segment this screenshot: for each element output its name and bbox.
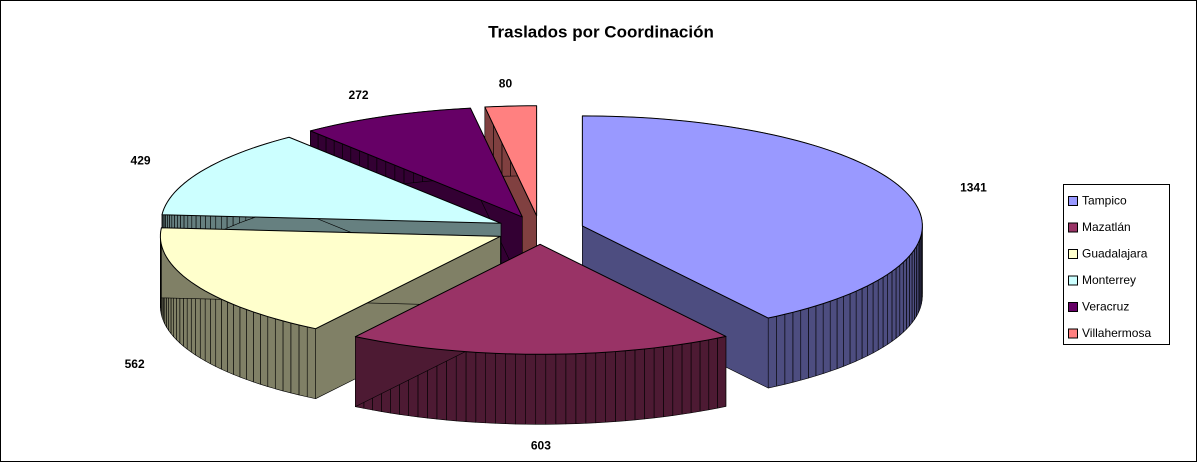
slice-side <box>606 352 616 423</box>
slice-side <box>808 306 815 378</box>
slice-side <box>844 294 850 367</box>
data-label: 562 <box>125 357 145 371</box>
legend-label: Monterrey <box>1082 273 1136 287</box>
slice-side <box>912 250 914 323</box>
slice-side <box>883 274 888 347</box>
data-label: 272 <box>349 88 369 102</box>
slice-side <box>909 253 912 326</box>
chart-title: Traslados por Coordinación <box>488 22 714 41</box>
slice-side <box>496 353 506 423</box>
data-label: 603 <box>531 438 551 452</box>
slice-side <box>291 323 299 395</box>
slice-side <box>823 301 830 373</box>
slice-side <box>476 352 486 423</box>
slice-side <box>625 350 635 421</box>
slice-side <box>221 299 227 372</box>
slice-side <box>682 343 691 414</box>
slice-side <box>645 348 655 419</box>
slice-side <box>873 280 878 353</box>
slice-side <box>596 352 606 423</box>
data-label: 1341 <box>960 180 987 194</box>
slice-side <box>275 319 283 391</box>
slice-side <box>227 302 233 375</box>
slice-side <box>717 336 725 408</box>
slice-side <box>307 327 315 399</box>
slice-side <box>299 325 307 397</box>
slice-side <box>654 347 663 418</box>
legend-swatch <box>1069 223 1078 232</box>
slice-side <box>240 307 247 379</box>
data-label: 80 <box>499 76 513 90</box>
slice-side <box>862 286 868 359</box>
slice-side <box>868 283 873 356</box>
slice-side <box>903 259 906 332</box>
slice-side <box>586 353 596 423</box>
slice-side <box>768 316 776 388</box>
legend-label: Veracruz <box>1082 300 1129 314</box>
slice-side <box>830 299 837 371</box>
slice-side <box>466 352 476 423</box>
slice-side <box>260 314 267 386</box>
legend-swatch <box>1069 197 1078 206</box>
slice-side <box>233 304 239 377</box>
slice-side <box>785 312 793 384</box>
legend-label: Villahermosa <box>1082 326 1151 340</box>
slice-side <box>247 310 254 382</box>
slice-side <box>536 354 546 424</box>
slice-side <box>516 354 526 424</box>
slice-side <box>253 312 260 384</box>
slice-side <box>673 344 682 415</box>
slice-side <box>709 338 718 410</box>
slice-side <box>210 294 215 367</box>
slice-side <box>526 354 536 424</box>
slice-side <box>878 277 883 350</box>
slice-side <box>566 354 576 424</box>
legend-swatch <box>1069 329 1078 338</box>
slice-side <box>576 353 586 423</box>
slice-side <box>506 354 516 424</box>
legend-swatch <box>1069 250 1078 259</box>
slice-side <box>635 349 645 420</box>
slice-side <box>205 291 210 364</box>
legend-swatch <box>1069 276 1078 285</box>
slice-side <box>615 351 625 422</box>
slice-side <box>283 321 291 393</box>
slice-side <box>801 308 809 380</box>
slice-side <box>900 262 903 335</box>
legend-label: Tampico <box>1082 194 1127 208</box>
slice-side <box>837 296 844 368</box>
slice-side <box>777 314 785 386</box>
slice-side <box>663 346 672 417</box>
slice-side <box>691 341 700 412</box>
slice-side <box>456 351 466 422</box>
slice-side <box>856 288 862 361</box>
slice-side <box>892 268 896 341</box>
slice-side <box>486 353 496 423</box>
legend <box>1064 185 1170 345</box>
legend-label: Guadalajara <box>1082 247 1148 261</box>
legend-swatch <box>1069 303 1078 312</box>
slice-side <box>556 354 566 424</box>
slice-side <box>888 271 892 344</box>
legend-label: Mazatlán <box>1082 220 1131 234</box>
slice-side <box>816 304 823 376</box>
data-label: 429 <box>131 154 151 168</box>
slice-side <box>546 354 556 424</box>
slice-side <box>268 317 276 389</box>
slice-side <box>700 340 709 412</box>
slice-side <box>896 265 900 338</box>
slice-side <box>914 246 916 319</box>
slice-side <box>850 291 856 364</box>
slice-side <box>793 310 801 382</box>
slice-side <box>216 296 222 369</box>
slice-side <box>906 256 909 329</box>
